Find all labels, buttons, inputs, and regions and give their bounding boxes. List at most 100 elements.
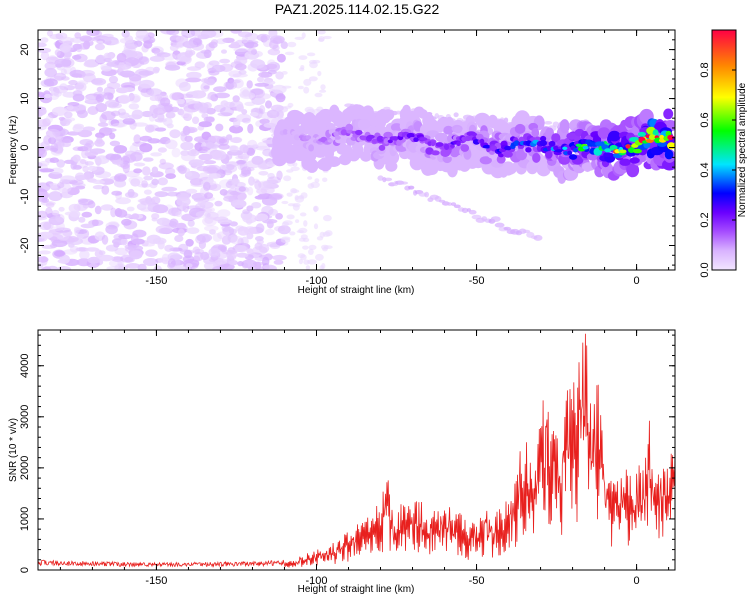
heatmap-cell [399, 120, 409, 131]
heatmap-cell [240, 236, 249, 246]
heatmap-cell [175, 35, 184, 43]
heatmap-cell [307, 176, 313, 180]
heatmap-cell [116, 52, 127, 63]
colorbar-ticks: 0.0 0.2 0.4 0.6 0.8 [699, 62, 736, 278]
heatmap-cell [313, 223, 319, 230]
heatmap-cell [626, 163, 640, 178]
heatmap-cell [313, 206, 318, 213]
heatmap-cell [76, 80, 89, 85]
snr-x-tick-label: -50 [469, 575, 485, 587]
heatmap-cell [103, 128, 117, 132]
heatmap-cell [195, 234, 206, 244]
heatmap-cell [460, 144, 470, 152]
heatmap-cell [40, 51, 50, 61]
heatmap-cell [603, 152, 612, 158]
heatmap-cell [179, 81, 191, 92]
heatmap-cell [212, 233, 222, 242]
heatmap-cell [113, 145, 128, 154]
heatmap-cell [168, 190, 175, 197]
snr-frame [37, 329, 676, 571]
heatmap-cell [232, 95, 240, 103]
heatmap-cell [395, 110, 401, 115]
heatmap-cell [176, 196, 191, 207]
heatmap-cell [450, 144, 455, 148]
heatmap-cell [205, 206, 215, 214]
heatmap-cell [244, 32, 259, 41]
heatmap-cell [143, 189, 152, 195]
heatmap-cell [113, 179, 127, 188]
heatmap-cell [167, 258, 176, 268]
heatmap-cell [42, 118, 51, 127]
heatmap-cell [290, 188, 298, 194]
heatmap-cell [158, 227, 171, 234]
heatmap-cell [173, 265, 186, 270]
heatmap-cell [293, 145, 306, 154]
heatmap-cell [221, 49, 227, 54]
heatmap-cell [58, 36, 75, 45]
heatmap-cell [310, 181, 320, 188]
heatmap-cell [177, 228, 185, 237]
heatmap-cell [168, 218, 179, 228]
heatmap-cell [250, 112, 259, 117]
colorbar: 0.0 0.2 0.4 0.6 0.8 Normalized spectral ampl… [699, 29, 748, 278]
heatmap-cell [503, 151, 513, 158]
heatmap-cell [38, 47, 52, 54]
heatmap-cell [59, 254, 70, 264]
heatmap-cell [130, 178, 141, 187]
heatmap-cell [350, 104, 365, 113]
heatmap-cell [157, 177, 168, 186]
heatmap-cell [575, 143, 583, 147]
heatmap-cell [532, 152, 541, 163]
heatmap-cell [72, 154, 81, 162]
heatmap-cell [49, 236, 58, 241]
heatmap-cell [286, 214, 295, 220]
heatmap-cell [514, 123, 526, 134]
heatmap-cell [236, 104, 244, 112]
heatmap-cell [272, 37, 283, 45]
heatmap-cell [211, 39, 219, 45]
heatmap-cell [71, 182, 86, 188]
heatmap-cell [539, 140, 547, 147]
heatmap-cell [238, 186, 246, 192]
heatmap-cell [376, 135, 384, 142]
heatmap-cell [296, 230, 304, 234]
heatmap-cell [258, 171, 269, 176]
heatmap-cell [131, 238, 145, 245]
heatmap-cell [196, 233, 213, 243]
heatmap-cell [193, 102, 209, 111]
heatmap-cell [185, 238, 194, 247]
colorbar-gradient [711, 29, 737, 271]
heatmap-cell [340, 129, 348, 136]
heatmap-cell [57, 182, 65, 189]
heatmap-cell [48, 183, 59, 189]
heatmap-cell [177, 93, 194, 99]
heatmap-cell [45, 207, 53, 217]
heatmap-cell [87, 106, 99, 115]
heatmap-cell [68, 203, 81, 213]
heatmap-cell [94, 139, 105, 147]
spectrogram-x-tick-label: -150 [145, 275, 167, 287]
heatmap-cell [503, 226, 512, 231]
heatmap-cell [217, 244, 227, 251]
heatmap-cell [313, 125, 323, 136]
heatmap-cell [281, 85, 292, 89]
heatmap-cell [552, 121, 560, 127]
heatmap-cell [176, 98, 185, 105]
heatmap-cell [83, 61, 99, 68]
heatmap-cell [563, 151, 569, 156]
heatmap-cell [259, 105, 266, 115]
heatmap-cell [80, 223, 95, 229]
heatmap-cell [84, 150, 92, 157]
heatmap-cell [49, 33, 64, 40]
heatmap-cell [76, 232, 85, 239]
heatmap-cell [367, 134, 375, 139]
heatmap-cell [54, 49, 61, 56]
heatmap-cell [383, 138, 389, 145]
heatmap-cell [184, 50, 193, 58]
heatmap-cell [468, 209, 477, 215]
heatmap-cell [251, 144, 259, 149]
heatmap-cell [200, 82, 210, 92]
heatmap-cell [106, 266, 123, 270]
heatmap-cell [299, 67, 305, 72]
heatmap-cell [121, 218, 132, 226]
